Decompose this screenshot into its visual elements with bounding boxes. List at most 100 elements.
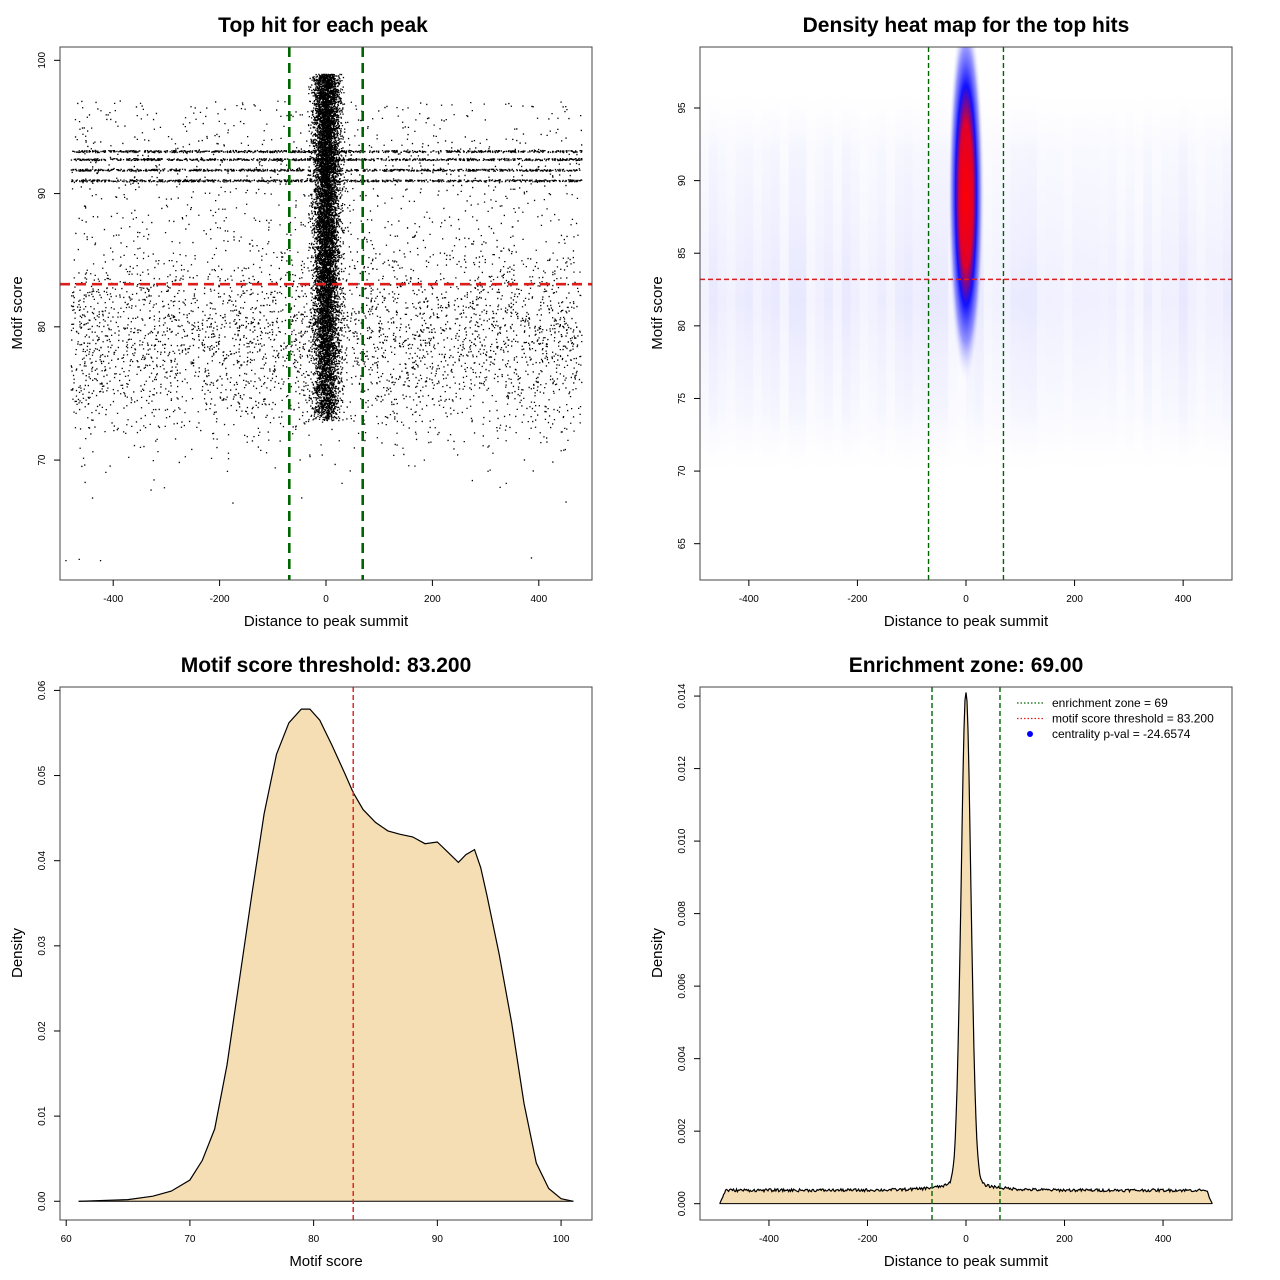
heatmap-background-column (841, 93, 851, 472)
distance-density-x-axis-label: Distance to peak summit (884, 1253, 1049, 1270)
heatmap-background-column (1152, 93, 1162, 472)
heatmap-background-column (1205, 93, 1215, 472)
heatmap-background-column (1214, 93, 1224, 472)
score-density-y-tick-label: 0.03 (37, 936, 48, 956)
distance-density-x-tick-label: -400 (759, 1234, 779, 1245)
score-density-curve (78, 708, 574, 1202)
heatmap-x-tick-label: -200 (847, 594, 867, 605)
heatmap-background-column (1134, 93, 1144, 472)
heatmap-background-column (930, 93, 940, 472)
heatmap-background-column (1090, 93, 1099, 472)
heatmap-background-column (744, 93, 754, 472)
heatmap-background-column (1001, 93, 1011, 472)
heatmap-background-column (939, 93, 949, 472)
scatter-y-tick-label: 80 (37, 321, 48, 333)
heatmap-background-column (1072, 93, 1082, 472)
distance-density-x-tick-label: -200 (857, 1234, 877, 1245)
heatmap-background-column (1036, 93, 1046, 472)
scatter-title: Top hit for each peak (218, 14, 428, 37)
scatter-y-tick-label: 90 (37, 188, 48, 200)
heatmap-background-column (859, 93, 869, 472)
heatmap-background-column (992, 93, 1002, 472)
scatter-points (65, 73, 583, 562)
heatmap-background-column (824, 93, 833, 472)
scatter-y-tick-label: 70 (37, 454, 48, 466)
score-density-x-tick-label: 80 (308, 1234, 320, 1245)
heatmap-background-column (832, 93, 842, 472)
heatmap-background-column (762, 93, 771, 472)
heatmap-background-column (1196, 93, 1206, 472)
distance-density-y-tick-label: 0.002 (677, 1118, 688, 1143)
score-density-y-tick-label: 0.05 (37, 765, 48, 785)
heatmap-background-column (1098, 93, 1108, 472)
heatmap-background-column (850, 93, 860, 472)
scatter-point-cloud (65, 73, 583, 562)
distance-density-title: Enrichment zone: 69.00 (849, 654, 1084, 677)
heatmap-background-column (770, 93, 780, 472)
distance-density-y-tick-label: 0.014 (677, 683, 688, 708)
scatter-x-tick-label: 200 (424, 594, 441, 605)
score-density-title: Motif score threshold: 83.200 (181, 654, 472, 677)
distance-density-panel: Enrichment zone: 69.00 -400 -200 0 200 400 0… (649, 654, 1233, 1270)
heatmap-density (700, 47, 1232, 472)
heatmap-background-column (877, 93, 887, 472)
heatmap-background-column (1054, 93, 1064, 472)
heatmap-background-column (912, 93, 922, 472)
heatmap-background-column (903, 93, 913, 472)
score-density-y-axis-label: Density (9, 927, 26, 978)
heatmap-background-column (1010, 93, 1020, 472)
score-density-x-tick-label: 60 (61, 1234, 73, 1245)
score-density-x-tick-label: 100 (553, 1234, 570, 1245)
scatter-panel: Top hit for each peak -400 -200 0 200 400 70… (9, 14, 593, 630)
heatmap-background-column (735, 93, 745, 472)
heatmap-background-column (895, 93, 904, 472)
score-density-y-tick-label: 0.04 (37, 851, 48, 871)
score-density-area (78, 709, 574, 1202)
legend: enrichment zone = 69 motif score threshol… (1017, 696, 1214, 741)
heatmap-x-tick-label: 200 (1066, 594, 1083, 605)
heatmap-background-column (700, 93, 709, 472)
heatmap-background-column (753, 93, 763, 472)
legend-point-swatch (1027, 731, 1033, 737)
heatmap-background-column (886, 93, 896, 472)
heatmap-y-tick-label: 80 (677, 320, 688, 332)
heatmap-background-column (1107, 93, 1117, 472)
heatmap-y-tick-label: 65 (677, 538, 688, 550)
heatmap-background-column (726, 93, 736, 472)
heatmap-y-tick-label: 90 (677, 175, 688, 187)
distance-density-x-tick-label: 400 (1155, 1234, 1172, 1245)
heatmap-background-column (1116, 93, 1126, 472)
legend-label: enrichment zone = 69 (1052, 696, 1168, 710)
legend-label: motif score threshold = 83.200 (1052, 712, 1214, 726)
scatter-x-tick-label: 0 (323, 594, 329, 605)
scatter-x-tick-label: 400 (530, 594, 547, 605)
heatmap-background-column (815, 93, 825, 472)
scatter-x-tick-label: -400 (103, 594, 123, 605)
heatmap-y-tick-label: 85 (677, 247, 688, 259)
heatmap-background-column (1125, 93, 1135, 472)
distance-density-y-tick-label: 0.012 (677, 756, 688, 781)
heatmap-background-column (788, 93, 798, 472)
distance-density-y-tick-label: 0.008 (677, 901, 688, 926)
heatmap-title: Density heat map for the top hits (803, 14, 1130, 37)
heatmap-background-column (1028, 93, 1037, 472)
score-density-y-tick-label: 0.01 (37, 1106, 48, 1126)
legend-label: centrality p-val = -24.6574 (1052, 727, 1191, 741)
heatmap-background-column (779, 93, 789, 472)
heatmap-background-column (1081, 93, 1091, 472)
distance-density-curve (719, 692, 1213, 1204)
heatmap-y-tick-label: 95 (677, 102, 688, 114)
score-density-x-tick-label: 70 (184, 1234, 196, 1245)
heatmap-background-column (1045, 93, 1055, 472)
heatmap-background-column (868, 93, 878, 472)
scatter-y-tick-label: 100 (37, 52, 48, 69)
scatter-x-axis-label: Distance to peak summit (244, 613, 409, 630)
heatmap-x-axis-label: Distance to peak summit (884, 613, 1049, 630)
heatmap-y-tick-label: 75 (677, 392, 688, 404)
score-density-panel: Motif score threshold: 83.200 60 70 80 90 10… (9, 654, 593, 1270)
heatmap-background-column (1161, 93, 1170, 472)
heatmap-background-column (921, 93, 931, 472)
heatmap-background-column (806, 93, 816, 472)
heatmap-hotspot (947, 47, 985, 384)
